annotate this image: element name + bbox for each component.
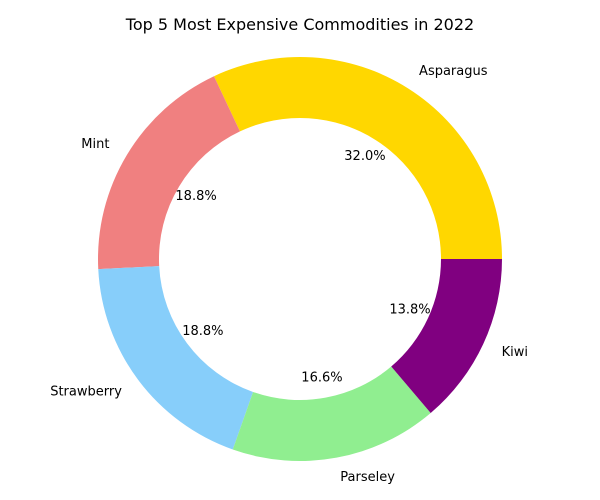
label-strawberry: Strawberry [50,384,122,399]
pct-mint: 18.8% [175,189,216,204]
wedge-group [97,56,502,461]
label-parseley: Parseley [340,470,395,485]
wedge-mint [97,76,240,270]
pct-parseley: 16.6% [301,371,342,386]
wedge-strawberry [98,266,254,450]
label-asparagus: Asparagus [419,64,488,79]
label-group: Asparagus 32.0% Mint 18.8% Strawberry 18.8% Pa… [50,64,528,485]
label-kiwi: Kiwi [502,345,528,360]
wedge-parseley [232,366,431,461]
wedge-asparagus [213,56,502,260]
pct-strawberry: 18.8% [182,324,223,339]
wedge-kiwi [391,259,502,414]
pct-kiwi: 13.8% [389,302,430,317]
chart-title: Top 5 Most Expensive Commodities in 2022 [125,15,474,34]
label-mint: Mint [81,137,109,152]
pct-asparagus: 32.0% [344,149,385,164]
